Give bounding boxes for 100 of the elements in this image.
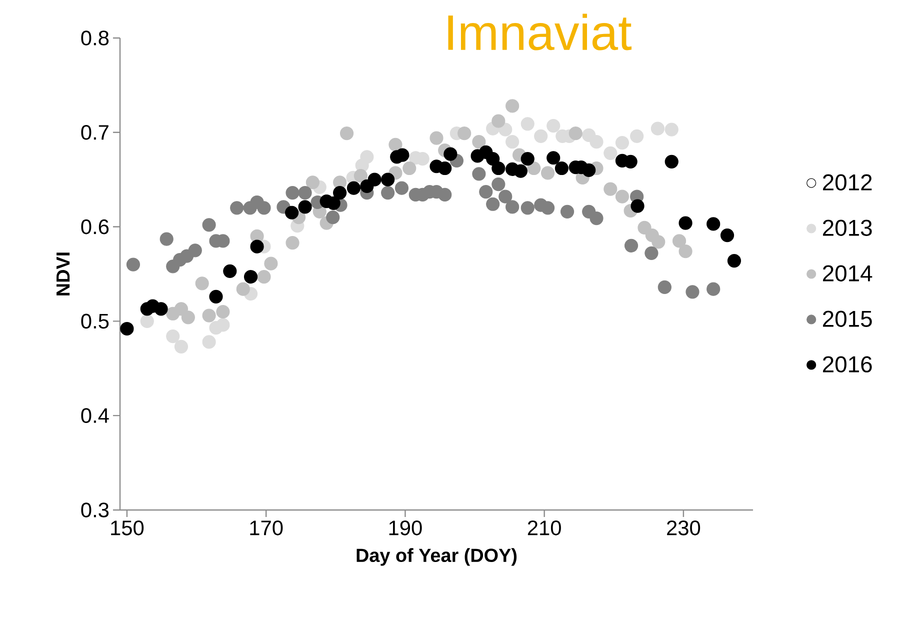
point — [541, 201, 555, 215]
point — [678, 244, 692, 258]
point — [216, 304, 230, 319]
y-tick-label: 0.7 — [81, 124, 108, 140]
point — [209, 290, 223, 304]
point — [394, 181, 409, 195]
point — [368, 172, 382, 186]
point — [306, 176, 320, 190]
point — [492, 161, 506, 176]
x-tick-label: 170 — [250, 520, 283, 536]
point — [444, 147, 458, 161]
point — [630, 199, 644, 213]
point — [402, 161, 416, 176]
y-tick-label: 0.4 — [81, 408, 109, 423]
point — [672, 234, 686, 248]
point — [506, 99, 520, 113]
y-axis-title: NDVI — [56, 252, 70, 296]
point — [257, 201, 271, 215]
point — [506, 135, 520, 149]
point — [590, 135, 604, 149]
legend-label: 2015 — [822, 310, 872, 327]
point — [202, 308, 216, 322]
point — [216, 318, 230, 332]
point — [546, 151, 560, 165]
point — [650, 122, 665, 136]
y-tick-label: 0.5 — [81, 314, 109, 329]
point — [541, 166, 555, 180]
point — [652, 235, 666, 249]
point — [498, 122, 512, 136]
point — [534, 129, 548, 143]
point — [202, 218, 216, 232]
point — [298, 200, 312, 214]
point — [250, 240, 264, 254]
x-tick-label: 210 — [528, 520, 561, 536]
point — [154, 302, 168, 316]
point — [582, 163, 596, 177]
point — [615, 190, 630, 204]
point — [472, 167, 486, 181]
point — [257, 270, 271, 284]
point — [388, 138, 402, 152]
point — [706, 217, 720, 231]
point — [381, 172, 395, 186]
point — [472, 135, 486, 149]
point — [590, 211, 604, 226]
point — [664, 154, 678, 168]
legend-label: 2014 — [822, 265, 872, 282]
legend-label: 2012 — [822, 174, 872, 191]
point — [438, 161, 452, 176]
point — [285, 206, 299, 220]
point — [506, 200, 520, 214]
point — [664, 122, 678, 136]
point — [527, 161, 541, 176]
x-tick-label: 150 — [111, 520, 144, 536]
y-tick-label: 0.6 — [81, 219, 109, 234]
point — [438, 188, 452, 202]
point — [658, 280, 672, 294]
point — [298, 186, 312, 200]
point — [126, 258, 140, 272]
y-tick-label: 0.8 — [81, 30, 109, 46]
y-tick-label: 0.3 — [81, 502, 109, 518]
point — [354, 169, 368, 183]
point — [195, 276, 209, 290]
point — [686, 285, 700, 299]
point — [360, 150, 374, 164]
point — [630, 129, 644, 143]
point — [236, 282, 250, 296]
point — [604, 146, 618, 160]
point — [492, 178, 506, 192]
point — [498, 190, 512, 204]
legend-label: 2016 — [822, 356, 872, 372]
chart-title: Imnaviat — [448, 14, 632, 50]
point — [706, 282, 720, 296]
point — [727, 254, 742, 268]
x-axis-title: Day of Year (DOY) — [356, 548, 517, 566]
point — [340, 126, 354, 140]
point — [188, 244, 202, 258]
point — [264, 256, 278, 270]
point — [181, 310, 195, 324]
point — [520, 201, 534, 215]
point — [430, 131, 444, 145]
point — [520, 117, 534, 131]
point — [396, 148, 410, 162]
point — [120, 322, 134, 336]
legend-label: 2013 — [822, 220, 872, 236]
point — [458, 126, 472, 140]
point — [520, 152, 534, 166]
point — [202, 335, 216, 349]
point — [486, 197, 500, 211]
point — [720, 228, 734, 242]
x-tick-label: 230 — [667, 520, 700, 536]
x-tick-label: 190 — [389, 520, 422, 536]
point — [624, 238, 638, 252]
point — [166, 329, 180, 344]
point — [174, 302, 188, 316]
point — [326, 196, 340, 210]
point — [546, 118, 560, 133]
point — [174, 340, 188, 354]
point — [554, 161, 569, 176]
point — [492, 114, 506, 128]
point — [286, 236, 300, 250]
